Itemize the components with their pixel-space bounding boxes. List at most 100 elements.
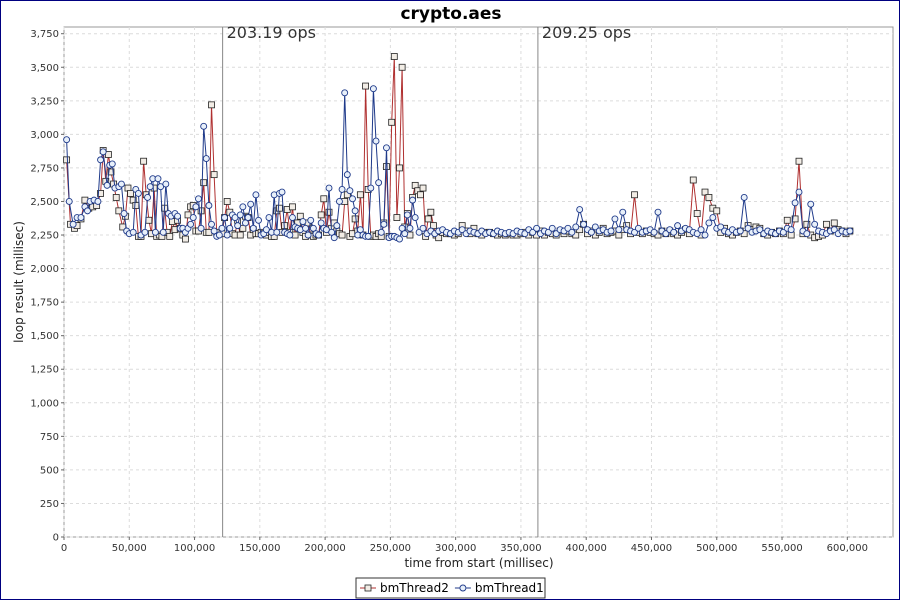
data-point bbox=[411, 214, 419, 222]
data-point bbox=[398, 63, 406, 71]
data-point bbox=[717, 223, 725, 231]
data-point bbox=[740, 193, 748, 201]
data-point bbox=[252, 191, 260, 199]
data-point bbox=[383, 144, 390, 152]
data-point bbox=[795, 157, 803, 165]
x-tick-label: 600,000 bbox=[827, 543, 868, 554]
data-point bbox=[226, 224, 234, 232]
data-point bbox=[587, 228, 595, 236]
data-point bbox=[210, 171, 218, 179]
data-point bbox=[396, 235, 403, 243]
x-tick-label: 0 bbox=[61, 543, 67, 554]
data-point bbox=[736, 227, 744, 235]
data-point bbox=[435, 234, 443, 242]
data-point bbox=[544, 228, 552, 236]
data-point bbox=[349, 195, 356, 203]
data-point bbox=[670, 228, 678, 236]
data-point bbox=[218, 224, 226, 232]
data-point bbox=[619, 208, 627, 216]
data-point bbox=[572, 223, 580, 231]
data-point bbox=[783, 216, 791, 224]
data-point bbox=[242, 219, 249, 227]
data-point bbox=[380, 220, 388, 228]
legend-entry-label: bmThread1 bbox=[475, 581, 544, 595]
data-point bbox=[634, 224, 642, 232]
x-tick-label: 550,000 bbox=[761, 543, 802, 554]
data-point bbox=[779, 228, 787, 236]
x-tick-label: 200,000 bbox=[304, 543, 345, 554]
data-point bbox=[336, 198, 343, 205]
data-point bbox=[325, 208, 333, 216]
data-point bbox=[338, 185, 346, 193]
data-point bbox=[184, 211, 192, 219]
legend: bmThread2 bmThread1 bbox=[355, 577, 546, 599]
data-point bbox=[372, 137, 380, 145]
data-point bbox=[97, 156, 105, 164]
y-tick-label: 1,250 bbox=[30, 365, 59, 376]
data-point bbox=[97, 190, 104, 197]
y-tick-label: 3,750 bbox=[30, 29, 59, 40]
data-point bbox=[239, 224, 247, 232]
data-point bbox=[151, 228, 159, 236]
data-point bbox=[144, 193, 152, 201]
data-point bbox=[195, 195, 202, 203]
data-point bbox=[693, 210, 701, 217]
data-point bbox=[129, 228, 137, 236]
plot-area bbox=[63, 26, 894, 538]
data-point bbox=[607, 227, 615, 235]
data-point bbox=[430, 222, 437, 230]
data-point bbox=[756, 226, 764, 234]
data-point bbox=[65, 198, 73, 205]
data-point bbox=[84, 207, 91, 215]
data-point bbox=[309, 224, 317, 232]
x-tick-label: 400,000 bbox=[566, 543, 607, 554]
data-point bbox=[286, 231, 294, 239]
data-point bbox=[205, 202, 213, 209]
data-point bbox=[343, 171, 351, 179]
data-point bbox=[830, 219, 838, 227]
y-tick-label: 250 bbox=[40, 499, 59, 510]
data-point bbox=[807, 200, 815, 208]
chart-title: crypto.aes bbox=[400, 4, 501, 24]
x-tick-label: 50,000 bbox=[112, 543, 147, 554]
data-point bbox=[564, 224, 572, 232]
data-point bbox=[591, 223, 599, 231]
data-point bbox=[63, 136, 71, 144]
data-point bbox=[689, 176, 697, 184]
y-tick-label: 1,500 bbox=[30, 331, 59, 342]
series-layer bbox=[63, 53, 854, 243]
data-point bbox=[255, 216, 262, 224]
data-point bbox=[417, 191, 424, 199]
data-point bbox=[419, 224, 427, 232]
data-point bbox=[521, 230, 529, 238]
data-point bbox=[145, 216, 153, 224]
data-point bbox=[115, 207, 123, 215]
data-point bbox=[202, 155, 210, 162]
data-point bbox=[215, 231, 223, 239]
data-point bbox=[315, 231, 323, 239]
data-point bbox=[317, 219, 325, 227]
data-point bbox=[112, 194, 120, 201]
y-tick-label: 1,750 bbox=[30, 298, 59, 309]
data-point bbox=[364, 232, 372, 240]
data-point bbox=[709, 214, 717, 222]
x-tick-label: 300,000 bbox=[435, 543, 476, 554]
data-point bbox=[351, 207, 359, 215]
data-point bbox=[338, 231, 346, 239]
data-point bbox=[208, 101, 215, 109]
data-point bbox=[197, 224, 205, 232]
series-bmThread1 bbox=[63, 85, 854, 243]
y-tick-label: 3,000 bbox=[30, 130, 59, 141]
data-point bbox=[356, 226, 364, 234]
data-point bbox=[247, 200, 255, 208]
data-point bbox=[367, 184, 375, 192]
data-point bbox=[631, 191, 638, 199]
data-point bbox=[236, 211, 244, 219]
data-point bbox=[693, 230, 701, 238]
data-point bbox=[375, 179, 383, 187]
data-point bbox=[576, 206, 584, 213]
y-tick-label: 2,500 bbox=[30, 197, 59, 208]
data-point bbox=[662, 230, 670, 238]
